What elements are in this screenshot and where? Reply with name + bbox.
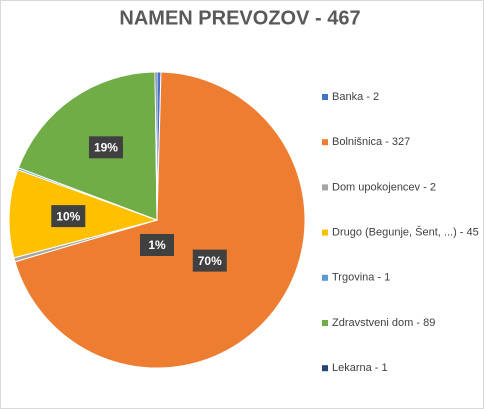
data-label: 10% bbox=[51, 205, 86, 228]
legend-swatch bbox=[322, 229, 328, 236]
legend-swatch bbox=[322, 94, 328, 100]
data-label-text: 70% bbox=[198, 254, 222, 268]
legend-label: Drugo (Begunje, Šent, ...) - 45 bbox=[332, 226, 479, 239]
data-label-box bbox=[192, 249, 227, 272]
data-label-box bbox=[140, 234, 174, 256]
legend-label: Dom upokojencev - 2 bbox=[332, 181, 436, 193]
data-label-text: 1% bbox=[148, 238, 166, 252]
pie-slice bbox=[154, 71, 158, 221]
legend-swatch bbox=[322, 320, 328, 326]
legend-label: Trgovina - 1 bbox=[332, 272, 390, 284]
pie-slice bbox=[17, 71, 158, 221]
data-label: 1% bbox=[140, 234, 174, 256]
data-label: 19% bbox=[88, 136, 123, 159]
chart-title: NAMEN PREVOZOV - 467 bbox=[119, 7, 360, 29]
legend-swatch bbox=[322, 184, 328, 191]
data-label-text: 19% bbox=[94, 140, 118, 154]
data-label-box bbox=[88, 136, 123, 159]
legend-swatch bbox=[322, 274, 328, 281]
data-label-box bbox=[51, 205, 86, 228]
legend-label: Banka - 2 bbox=[332, 91, 379, 103]
legend-swatch bbox=[322, 365, 328, 372]
legend-label: Zdravstveni dom - 89 bbox=[332, 317, 435, 329]
legend-label: Lekarna - 1 bbox=[332, 362, 388, 374]
legend-label: Bolnišnica - 327 bbox=[332, 136, 410, 148]
data-label: 70% bbox=[192, 249, 227, 272]
data-label-text: 10% bbox=[56, 209, 80, 223]
legend-swatch bbox=[322, 139, 328, 146]
pie-slice bbox=[14, 71, 306, 369]
